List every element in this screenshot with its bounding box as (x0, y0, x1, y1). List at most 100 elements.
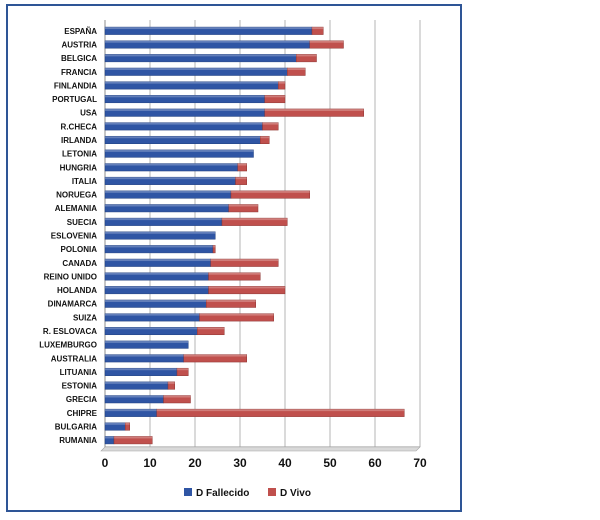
bar-highlight (206, 299, 256, 302)
bar-highlight (105, 163, 238, 166)
category-label-dinamarca: DINAMARCA (48, 300, 98, 309)
category-label-luxemburgo: LUXEMBURGO (39, 341, 97, 350)
legend-swatch-vivo (268, 488, 276, 496)
category-label-noruega: NORUEGA (56, 191, 97, 200)
category-label-españa: ESPAÑA (64, 27, 97, 36)
bar-highlight (312, 27, 324, 30)
bar-highlight (105, 313, 200, 316)
bar-vivo-reino-unido (208, 272, 261, 281)
bar-highlight (105, 136, 261, 139)
bar-highlight (197, 327, 225, 330)
bar-fallecido-letonia (104, 149, 254, 158)
bar-highlight (105, 354, 184, 357)
bar-vivo-suiza (199, 313, 274, 322)
bar-highlight (105, 368, 177, 371)
bar-vivo-francia (287, 67, 306, 76)
category-label-r-eslovaca: R. ESLOVACA (43, 327, 97, 336)
bar-vivo-italia (235, 176, 247, 185)
category-label-francia: FRANCIA (61, 68, 97, 77)
bar-vivo-suecia (221, 217, 288, 226)
bar-highlight (105, 40, 310, 43)
bar-vivo-bulgaria (125, 422, 130, 431)
bar-vivo-grecia (163, 395, 191, 404)
bar-highlight (296, 54, 317, 57)
bar-vivo-finlandia (278, 81, 286, 90)
category-label-r-checa: R.CHECA (61, 122, 98, 131)
bar-highlight (287, 68, 306, 71)
bar-highlight (125, 422, 130, 425)
category-label-lituania: LITUANIA (60, 368, 98, 377)
category-label-austria: AUSTRIA (61, 40, 97, 49)
bar-highlight (105, 68, 288, 71)
bar-vivo-r-checa (262, 122, 279, 131)
category-label-australia: AUSTRALIA (51, 354, 97, 363)
bar-highlight (105, 286, 209, 289)
category-label-estonia: ESTONIA (62, 382, 98, 391)
bar-highlight (264, 95, 285, 98)
category-label-finlandia: FINLANDIA (54, 81, 97, 90)
legend-swatch-fallecido (184, 488, 192, 496)
x-tick-label: 40 (278, 456, 292, 470)
x-tick-label: 30 (233, 456, 247, 470)
bar-fallecido-eslovenia (104, 231, 216, 240)
category-label-bulgaria: BULGARIA (55, 423, 97, 432)
bar-vivo-austria (309, 40, 344, 49)
bar-vivo-estonia (167, 381, 175, 390)
bar-highlight (105, 409, 157, 412)
bar-highlight (177, 368, 189, 371)
bar-highlight (213, 245, 216, 248)
category-label-hungria: HUNGRIA (60, 163, 98, 172)
x-tick-label: 0 (102, 456, 109, 470)
bar-vivo-lituania (176, 367, 189, 376)
bar-highlight (183, 354, 247, 357)
bar-highlight (105, 272, 209, 275)
bar-highlight (309, 40, 344, 43)
bar-highlight (231, 190, 310, 193)
bar-highlight (105, 190, 231, 193)
bar-highlight (237, 163, 247, 166)
category-label-eslovenia: ESLOVENIA (51, 232, 97, 241)
legend-label-vivo: D Vivo (280, 488, 311, 499)
category-label-alemania: ALEMANIA (55, 204, 97, 213)
x-tick-label: 20 (188, 456, 202, 470)
bar-highlight (163, 395, 191, 398)
category-label-chipre: CHIPRE (67, 409, 98, 418)
bar-highlight (114, 436, 153, 439)
category-label-holanda: HOLANDA (57, 286, 97, 295)
bar-highlight (168, 381, 175, 384)
bar-highlight (105, 381, 168, 384)
bar-vivo-canada (210, 258, 279, 267)
bar-highlight (105, 95, 265, 98)
chart-svg: ESPAÑA AUSTRIA BELGICA FRANCIA FINLANDIA PORT… (39, 20, 427, 499)
chart-frame: ESPAÑA AUSTRIA BELGICA FRANCIA FINLANDIA PORT… (6, 4, 462, 512)
bar-highlight (228, 204, 258, 207)
bar-vivo-hungria (237, 163, 247, 172)
bar-highlight (278, 81, 285, 84)
bar-highlight (264, 108, 364, 111)
bar-highlight (208, 286, 285, 289)
category-label-suiza: SUIZA (73, 313, 97, 322)
bar-highlight (105, 54, 297, 57)
bar-vivo-rumania (113, 436, 153, 445)
bar-highlight (262, 122, 279, 125)
bar-highlight (105, 259, 211, 262)
category-label-grecia: GRECIA (66, 395, 97, 404)
category-label-canada: CANADA (62, 259, 97, 268)
bar-highlight (208, 272, 261, 275)
bar-highlight (222, 218, 288, 221)
bar-highlight (105, 122, 263, 125)
x-tick-label: 70 (413, 456, 427, 470)
bar-vivo-noruega (230, 190, 310, 199)
bar-highlight (105, 149, 254, 152)
bar-vivo-polonia (212, 245, 216, 254)
chart-floor (100, 446, 421, 452)
bar-highlight (105, 108, 265, 111)
bar-highlight (235, 177, 247, 180)
bar-vivo-irlanda (260, 135, 270, 144)
bar-vivo-españa (311, 26, 324, 35)
bar-highlight (210, 259, 279, 262)
bar-highlight (260, 136, 270, 139)
bar-highlight (105, 340, 189, 343)
bar-vivo-dinamarca (206, 299, 256, 308)
x-tick-label: 50 (323, 456, 337, 470)
